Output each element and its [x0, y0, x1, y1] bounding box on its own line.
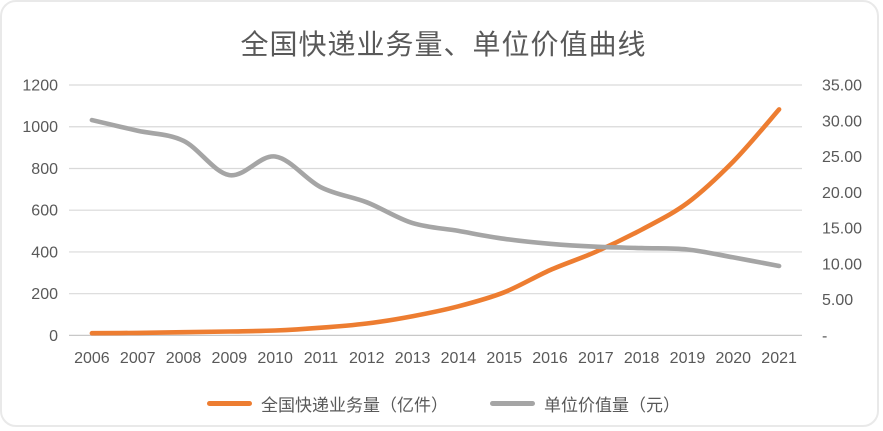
series-line-express-volume — [89, 107, 782, 336]
x-axis-tick-label: 2016 — [532, 350, 568, 367]
x-axis-tick-label: 2018 — [624, 350, 660, 367]
left-axis-tick-label: 0 — [49, 328, 58, 345]
x-axis-tick-label: 2021 — [761, 350, 797, 367]
x-axis-tick-label: 2008 — [166, 350, 202, 367]
x-axis-tick-label: 2015 — [486, 350, 522, 367]
left-axis-tick-label: 400 — [31, 244, 58, 261]
right-axis-tick-label: 20.00 — [822, 185, 862, 202]
x-axis-tick-label: 2019 — [670, 350, 706, 367]
x-axis-tick-label: 2006 — [74, 350, 110, 367]
legend-label-unit-value: 单位价值量（元） — [544, 395, 680, 415]
x-axis-tick-label: 2020 — [715, 350, 751, 367]
x-axis-tick-label: 2017 — [578, 350, 614, 367]
x-axis-tick-label: 2014 — [441, 350, 477, 367]
right-axis-tick-label: 25.00 — [822, 149, 862, 166]
right-axis-tick-label: 30.00 — [822, 113, 862, 130]
x-axis-tick-label: 2007 — [120, 350, 156, 367]
legend-item-volume: 全国快递业务量（亿件） — [207, 391, 448, 416]
legend-item-unit-value: 单位价值量（元） — [490, 391, 680, 416]
plot-area: 1200 1000 800 600 400 200 0 35.00 30.00 25.00 20.0… — [22, 78, 862, 368]
right-axis-tick-label: 15.00 — [822, 221, 862, 238]
right-axis-tick-label: 35.00 — [822, 78, 862, 95]
x-axis-tick-label: 2010 — [257, 350, 293, 367]
left-axis-tick-label: 800 — [31, 161, 58, 178]
legend: 全国快递业务量（亿件） 单位价值量（元） — [2, 390, 877, 416]
left-axis-tick-label: 600 — [31, 203, 58, 220]
x-axis-tick-label: 2009 — [212, 350, 248, 367]
chart-title: 全国快递业务量、单位价值曲线 — [240, 29, 647, 60]
series-line-unit-value — [89, 117, 782, 269]
right-axis-tick-label: - — [822, 328, 827, 345]
unit-value-line-swatch-icon — [490, 400, 535, 406]
x-axis-tick-label: 2013 — [395, 350, 431, 367]
x-axis-tick-label: 2012 — [349, 350, 385, 367]
right-axis-tick-label: 10.00 — [822, 256, 862, 273]
x-axis-tick-label: 2011 — [304, 350, 339, 367]
left-axis-tick-label: 1000 — [22, 119, 58, 136]
volume-line-swatch-icon — [207, 400, 252, 406]
left-axis-tick-label: 200 — [31, 286, 58, 303]
legend-label-volume: 全国快递业务量（亿件） — [261, 395, 448, 415]
right-axis-tick-label: 5.00 — [822, 292, 853, 309]
left-axis-tick-label: 1200 — [22, 78, 58, 95]
